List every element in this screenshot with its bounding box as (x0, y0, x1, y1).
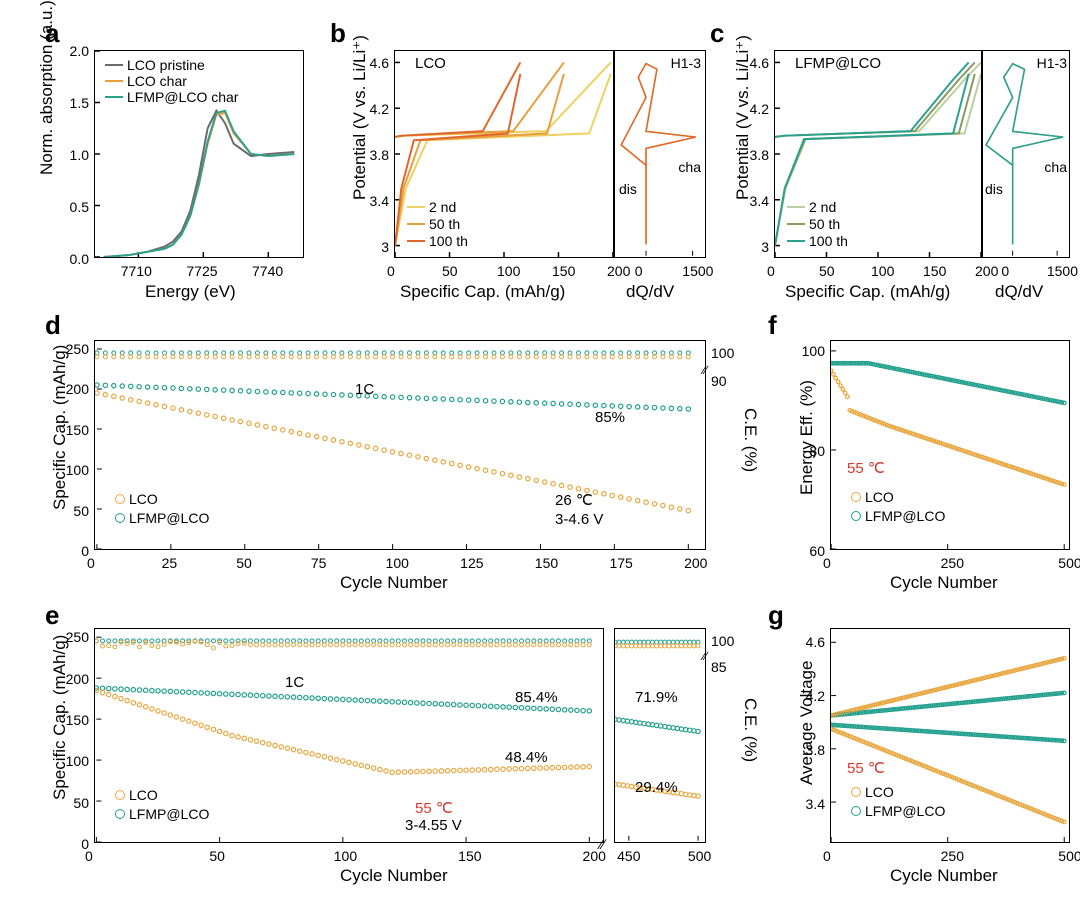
panel-label-c: c (710, 18, 724, 49)
ylabel-a: Norm. absorption (a.u.) (37, 115, 57, 175)
xlabel-f: Cycle Number (890, 573, 998, 593)
xlabel-b-right: dQ/dV (626, 282, 674, 302)
figure-container: a 7710772577400.00.51.01.52.0LCO pristin… (10, 10, 1070, 899)
chart-c-right (983, 51, 1069, 257)
xlabel-b-left: Specific Cap. (mAh/g) (400, 282, 565, 302)
xlabel-g: Cycle Number (890, 866, 998, 886)
ylabel-d-left: Specific Cap. (mAh/g) (50, 370, 70, 510)
panel-label-g: g (768, 600, 784, 631)
ylabel-e-right: C.E. (%) (740, 698, 760, 758)
ylabel-g: Average Voltage (797, 675, 817, 785)
panel-a: 7710772577400.00.51.01.52.0LCO pristineL… (94, 50, 304, 258)
chart-e-right (615, 629, 705, 842)
ylabel-d-right: C.E. (%) (740, 408, 760, 468)
panel-c-left: 33.43.84.24.6050100150200LFMP@LCO2 nd50 … (774, 50, 982, 258)
chart-b-right (615, 51, 705, 257)
axis-break-e: ∕∕ (600, 836, 605, 852)
xlabel-c-right: dQ/dV (995, 282, 1043, 302)
panel-b-right: 01500H1-3chadis (614, 50, 706, 258)
ylabel-b: Potential (V vs. Li/Li⁺) (350, 90, 370, 200)
xlabel-d: Cycle Number (340, 573, 448, 593)
xlabel-c-left: Specific Cap. (mAh/g) (785, 282, 950, 302)
panel-label-b: b (330, 18, 346, 49)
ylabel-f: Energy Eff. (%) (797, 385, 817, 495)
panel-label-f: f (768, 310, 777, 341)
panel-g: 02505003.43.84.24.655 ℃LCOLFMP@LCO (830, 628, 1070, 843)
panel-f: 0250500608010055 ℃LCOLFMP@LCO (830, 340, 1070, 550)
panel-b-left: 33.43.84.24.6050100150200LCO2 nd50 th100… (394, 50, 614, 258)
panel-c-right: 01500H1-3chadis (982, 50, 1070, 258)
panel-label-d: d (45, 310, 61, 341)
panel-label-e: e (45, 600, 59, 631)
xlabel-e: Cycle Number (340, 866, 448, 886)
panel-e-left: 0501001502000501001502002501C85.4%48.4%5… (94, 628, 604, 843)
xlabel-a: Energy (eV) (145, 282, 236, 302)
panel-d: 0255075100125150175200050100150200250100… (94, 340, 706, 550)
ylabel-e-left: Specific Cap. (mAh/g) (50, 660, 70, 800)
ylabel-c: Potential (V vs. Li/Li⁺) (733, 90, 753, 200)
panel-e-right: 45050010085∕∕71.9%29.4% (614, 628, 706, 843)
